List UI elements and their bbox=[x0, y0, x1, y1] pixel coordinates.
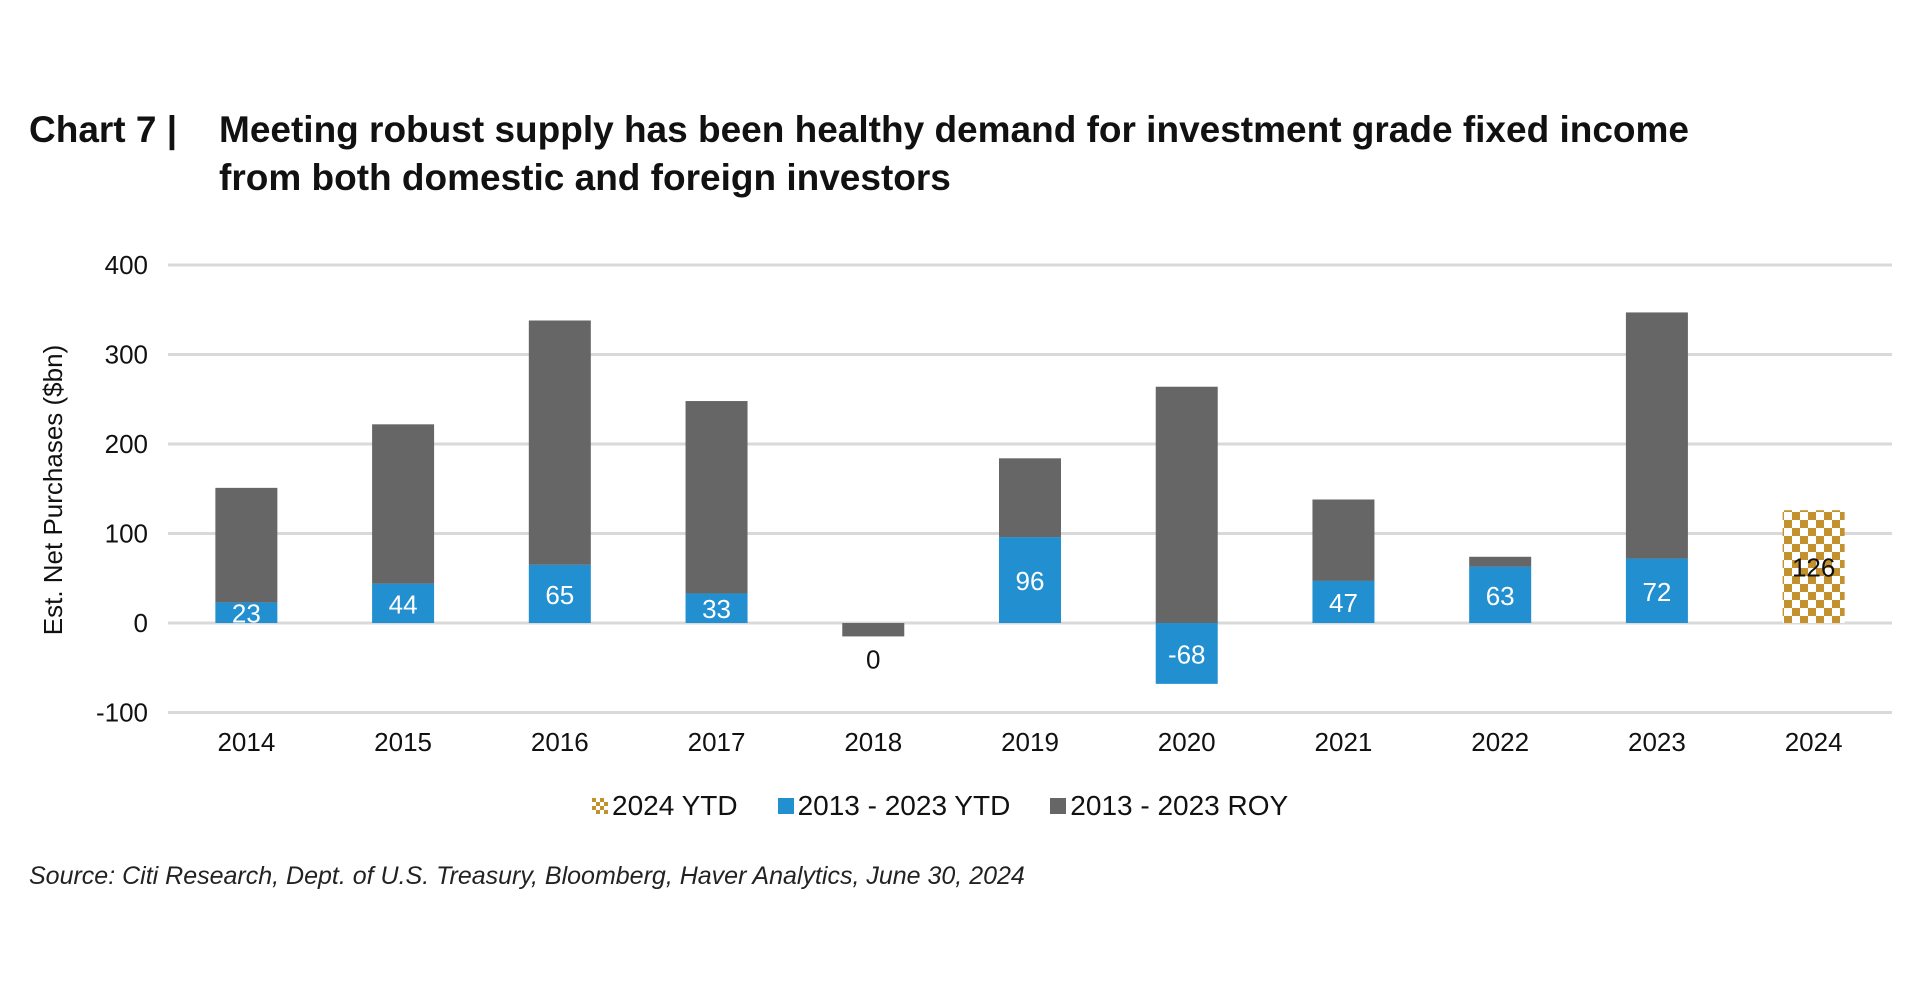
data-label: 126 bbox=[1792, 553, 1835, 583]
data-label: 44 bbox=[389, 589, 418, 619]
data-label: 65 bbox=[545, 580, 574, 610]
bar-hist-roy bbox=[842, 623, 905, 637]
bar-hist-ytd bbox=[999, 537, 1061, 623]
bar-hist-ytd bbox=[1312, 580, 1375, 623]
title-line-2: from both domestic and foreign investors bbox=[219, 157, 951, 198]
data-label: 72 bbox=[1642, 577, 1671, 607]
bar-hist-roy bbox=[1469, 556, 1532, 567]
source-note: Source: Citi Research, Dept. of U.S. Tre… bbox=[29, 862, 1025, 890]
x-tick-label: 2020 bbox=[1158, 727, 1216, 757]
blue-swatch-icon bbox=[777, 798, 794, 814]
bar-hist-roy bbox=[372, 424, 435, 584]
y-tick-label: -100 bbox=[96, 698, 148, 728]
x-tick-label: 2019 bbox=[1001, 727, 1059, 757]
legend-item-2024-ytd: 2024 YTD bbox=[592, 790, 738, 822]
legend-item-hist-ytd: 2013 - 2023 YTD bbox=[777, 790, 1011, 822]
bar-hist-roy bbox=[215, 487, 278, 603]
x-tick-label: 2021 bbox=[1315, 727, 1373, 757]
data-label: 96 bbox=[1016, 566, 1045, 596]
x-tick-label: 2016 bbox=[531, 727, 589, 757]
legend: 2024 YTD 2013 - 2023 YTD 2013 - 2023 ROY bbox=[592, 790, 1288, 822]
y-tick-label: 200 bbox=[105, 429, 148, 459]
y-axis-title: Est. Net Purchases ($bn) bbox=[38, 345, 68, 635]
x-tick-label: 2014 bbox=[217, 727, 275, 757]
x-tick-label: 2015 bbox=[374, 727, 432, 757]
y-tick-label: 0 bbox=[134, 608, 148, 638]
data-label: 33 bbox=[702, 594, 731, 624]
x-tick-label: 2018 bbox=[844, 727, 902, 757]
bar-hist-roy bbox=[1312, 499, 1375, 581]
data-label: 23 bbox=[232, 599, 261, 629]
data-label: 0 bbox=[866, 644, 880, 674]
title-line-1: Meeting robust supply has been healthy d… bbox=[219, 109, 1690, 150]
bar-2024-ytd bbox=[1782, 510, 1845, 623]
legend-label: 2013 - 2023 ROY bbox=[1070, 790, 1289, 821]
bar-hist-ytd bbox=[215, 602, 278, 623]
chart-number: Chart 7 | bbox=[29, 109, 178, 150]
bar-hist-ytd bbox=[528, 564, 591, 623]
bar-hist-ytd bbox=[372, 583, 435, 623]
y-tick-label: 400 bbox=[105, 250, 148, 280]
y-tick-label: 100 bbox=[105, 519, 148, 549]
bar-hist-ytd bbox=[1155, 623, 1218, 684]
legend-label: 2024 YTD bbox=[612, 790, 738, 821]
bar-hist-roy bbox=[528, 320, 591, 565]
gray-swatch-icon bbox=[1050, 798, 1067, 814]
x-tick-label: 2017 bbox=[688, 727, 746, 757]
data-label: 47 bbox=[1329, 588, 1358, 618]
x-tick-label: 2022 bbox=[1471, 727, 1529, 757]
bar-hist-ytd bbox=[685, 593, 748, 623]
chart-title: Chart 7 | Meeting robust supply has been … bbox=[29, 106, 1689, 202]
data-label: 63 bbox=[1486, 581, 1515, 611]
bar-hist-roy bbox=[1155, 386, 1218, 623]
bar-hist-roy bbox=[999, 458, 1061, 538]
legend-label: 2013 - 2023 YTD bbox=[797, 790, 1011, 821]
data-label: -68 bbox=[1168, 639, 1206, 669]
bar-hist-ytd bbox=[1625, 558, 1688, 623]
y-tick-label: 300 bbox=[105, 340, 148, 370]
bar-hist-roy bbox=[1625, 312, 1688, 559]
bar-hist-ytd bbox=[1469, 566, 1532, 623]
legend-item-hist-roy: 2013 - 2023 ROY bbox=[1050, 790, 1288, 822]
bar-hist-roy bbox=[685, 401, 748, 594]
checker-swatch-icon bbox=[592, 798, 608, 814]
x-tick-label: 2024 bbox=[1785, 727, 1843, 757]
x-tick-label: 2023 bbox=[1628, 727, 1686, 757]
